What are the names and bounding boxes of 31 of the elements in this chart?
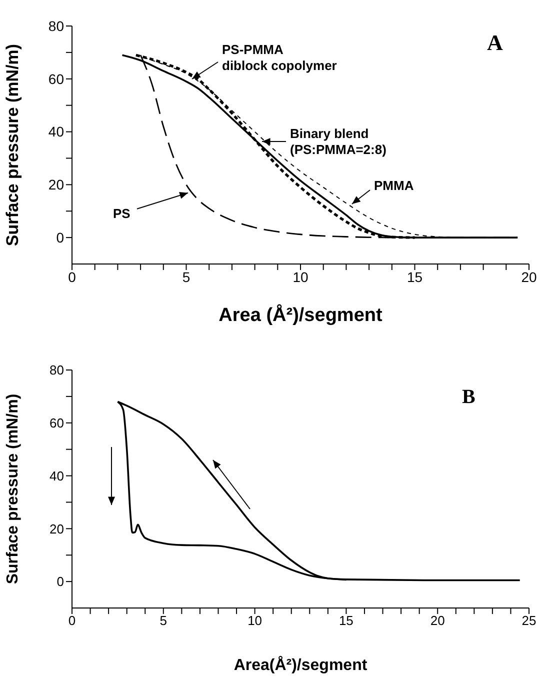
- x-tick-label: 5: [160, 613, 168, 628]
- y-tick-label: 0: [56, 574, 64, 590]
- annotation: A: [487, 30, 503, 56]
- y-tick-label: 40: [48, 124, 64, 140]
- legend-label: Binary blend (PS:PMMA=2:8): [290, 126, 386, 158]
- x-axis-title: Area (Å²)/segment: [218, 304, 383, 326]
- y-tick-label: 80: [50, 362, 64, 378]
- x-tick-label: 15: [338, 613, 354, 628]
- x-tick-label: 0: [68, 613, 76, 628]
- x-tick-label: 0: [68, 268, 76, 285]
- x-tick-label: 5: [182, 268, 190, 285]
- y-tick-label: 40: [50, 468, 64, 484]
- x-tick-label: 10: [248, 613, 262, 628]
- annotation: B: [462, 386, 476, 409]
- y-tick-label: 60: [50, 416, 64, 431]
- y-tick-label: 80: [48, 18, 64, 34]
- x-tick-label: 15: [406, 268, 423, 285]
- series-label: PMMA: [374, 178, 414, 194]
- series-label: PS-PMMA diblock copolymer: [222, 42, 337, 74]
- y-tick-label: 20: [48, 176, 64, 193]
- y-axis-title: Surface pressure (mN/m): [3, 44, 22, 246]
- x-axis-title: Area(Å²)/segment: [234, 655, 368, 674]
- y-tick-label: 20: [50, 521, 64, 536]
- text: PS: [113, 206, 130, 222]
- y-tick-label: 0: [56, 230, 64, 246]
- x-tick-label: 25: [522, 613, 536, 628]
- x-tick-label: 20: [430, 613, 445, 628]
- x-tick-label: 20: [521, 268, 537, 285]
- y-tick-label: 60: [48, 70, 64, 87]
- y-axis-title: Surface pressure (mN/m): [4, 394, 22, 584]
- x-tick-label: 10: [292, 268, 308, 285]
